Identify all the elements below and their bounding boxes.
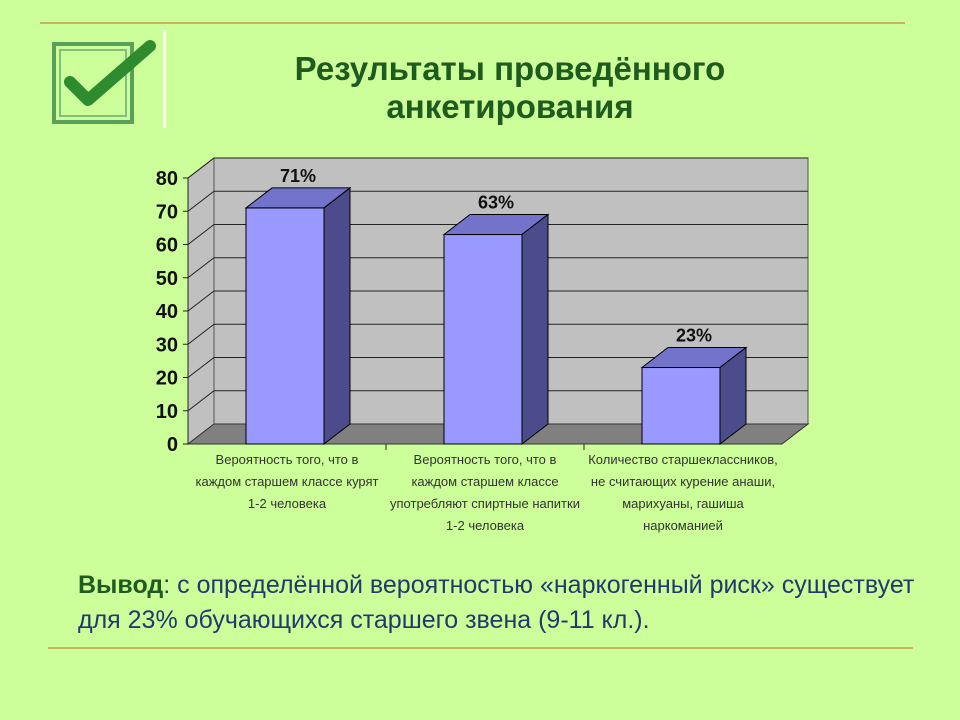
gridline [187,157,808,179]
data-label: 23% [676,326,712,346]
bar-side [323,186,351,446]
y-tick-label: 60 [156,235,178,257]
category-label: Вероятность того, что в каждом старшем к… [390,452,580,533]
bar-side [719,346,747,446]
y-tick-label: 10 [156,401,178,423]
bar-front [245,207,325,445]
gridline [187,357,808,378]
vertical-divider [163,30,166,128]
y-tick-label: 20 [156,368,178,390]
title-line-2: анкетирования [386,88,634,125]
data-label: 71% [280,166,316,186]
gridline [187,390,808,412]
top-divider [40,22,905,24]
y-tick-label: 40 [156,301,178,323]
y-tick-label: 80 [156,168,178,190]
title-line-1: Результаты проведённого [294,50,726,87]
conclusion: Вывод: с определённой вероятностью «нарк… [78,568,938,638]
gridline [187,257,808,279]
bottom-divider [48,647,913,649]
bar-front [641,367,721,445]
gridline [187,323,808,345]
conclusion-text: : с определённой вероятностью «наркогенн… [78,571,915,634]
conclusion-lead: Вывод [78,571,164,599]
checkmark-icon [52,40,156,124]
gridline [187,224,808,245]
y-tick-label: 0 [167,434,178,456]
y-tick-label: 70 [156,201,178,223]
y-tick-label: 50 [156,268,178,290]
bar-front [443,234,523,445]
category-label: Количество старшеклассников, не считающи… [588,452,778,533]
gridline [187,190,808,212]
data-label: 63% [478,193,514,213]
page-title: Результаты проведённого анкетирования [190,50,830,126]
bar-side [521,213,549,446]
y-tick-label: 30 [156,334,178,356]
category-label: Вероятность того, что в каждом старшем к… [195,452,379,511]
gridline [187,290,808,312]
